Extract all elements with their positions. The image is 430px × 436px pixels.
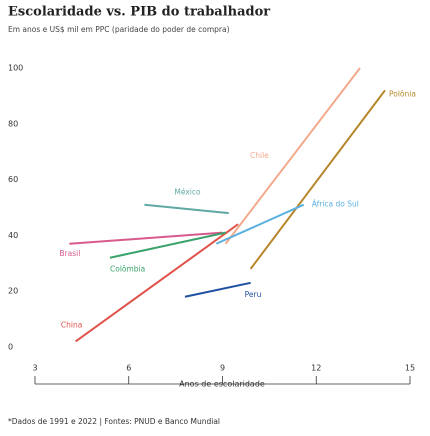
footnote: *Dados de 1991 e 2022 | Fontes: PNUD e B…	[8, 417, 220, 426]
series-line	[184, 281, 251, 298]
series-label: Polônia	[389, 89, 416, 98]
series-line	[69, 231, 223, 245]
series-line	[249, 89, 386, 270]
series-label: México	[174, 188, 201, 197]
series-line	[109, 231, 226, 259]
x-tick-label: 3	[32, 364, 37, 373]
y-tick-label: 60	[8, 175, 18, 184]
y-tick-label: 40	[8, 231, 18, 240]
series-label: China	[61, 320, 82, 329]
series-line	[144, 203, 229, 215]
y-tick-label: 100	[8, 64, 23, 73]
y-tick-label: 20	[8, 287, 18, 296]
series-label: Colômbia	[110, 265, 145, 274]
x-tick-label: 15	[405, 364, 415, 373]
x-tick-label: 9	[220, 364, 225, 373]
series-label: África do Sul	[312, 200, 359, 209]
series-label: Brasil	[59, 249, 80, 258]
series-line	[75, 223, 239, 343]
series-line	[224, 67, 361, 245]
series-label: Chile	[250, 151, 269, 160]
x-tick-label: 6	[126, 364, 131, 373]
chart-subtitle: Em anos e US$ mil em PPC (paridade do po…	[8, 25, 230, 34]
series-label: Peru	[245, 290, 262, 299]
chart-title: Escolaridade vs. PIB do trabalhador	[8, 5, 270, 20]
series-line	[215, 203, 305, 245]
y-tick-label: 0	[8, 343, 13, 352]
x-tick-label: 12	[311, 364, 321, 373]
y-tick-label: 80	[8, 119, 18, 128]
